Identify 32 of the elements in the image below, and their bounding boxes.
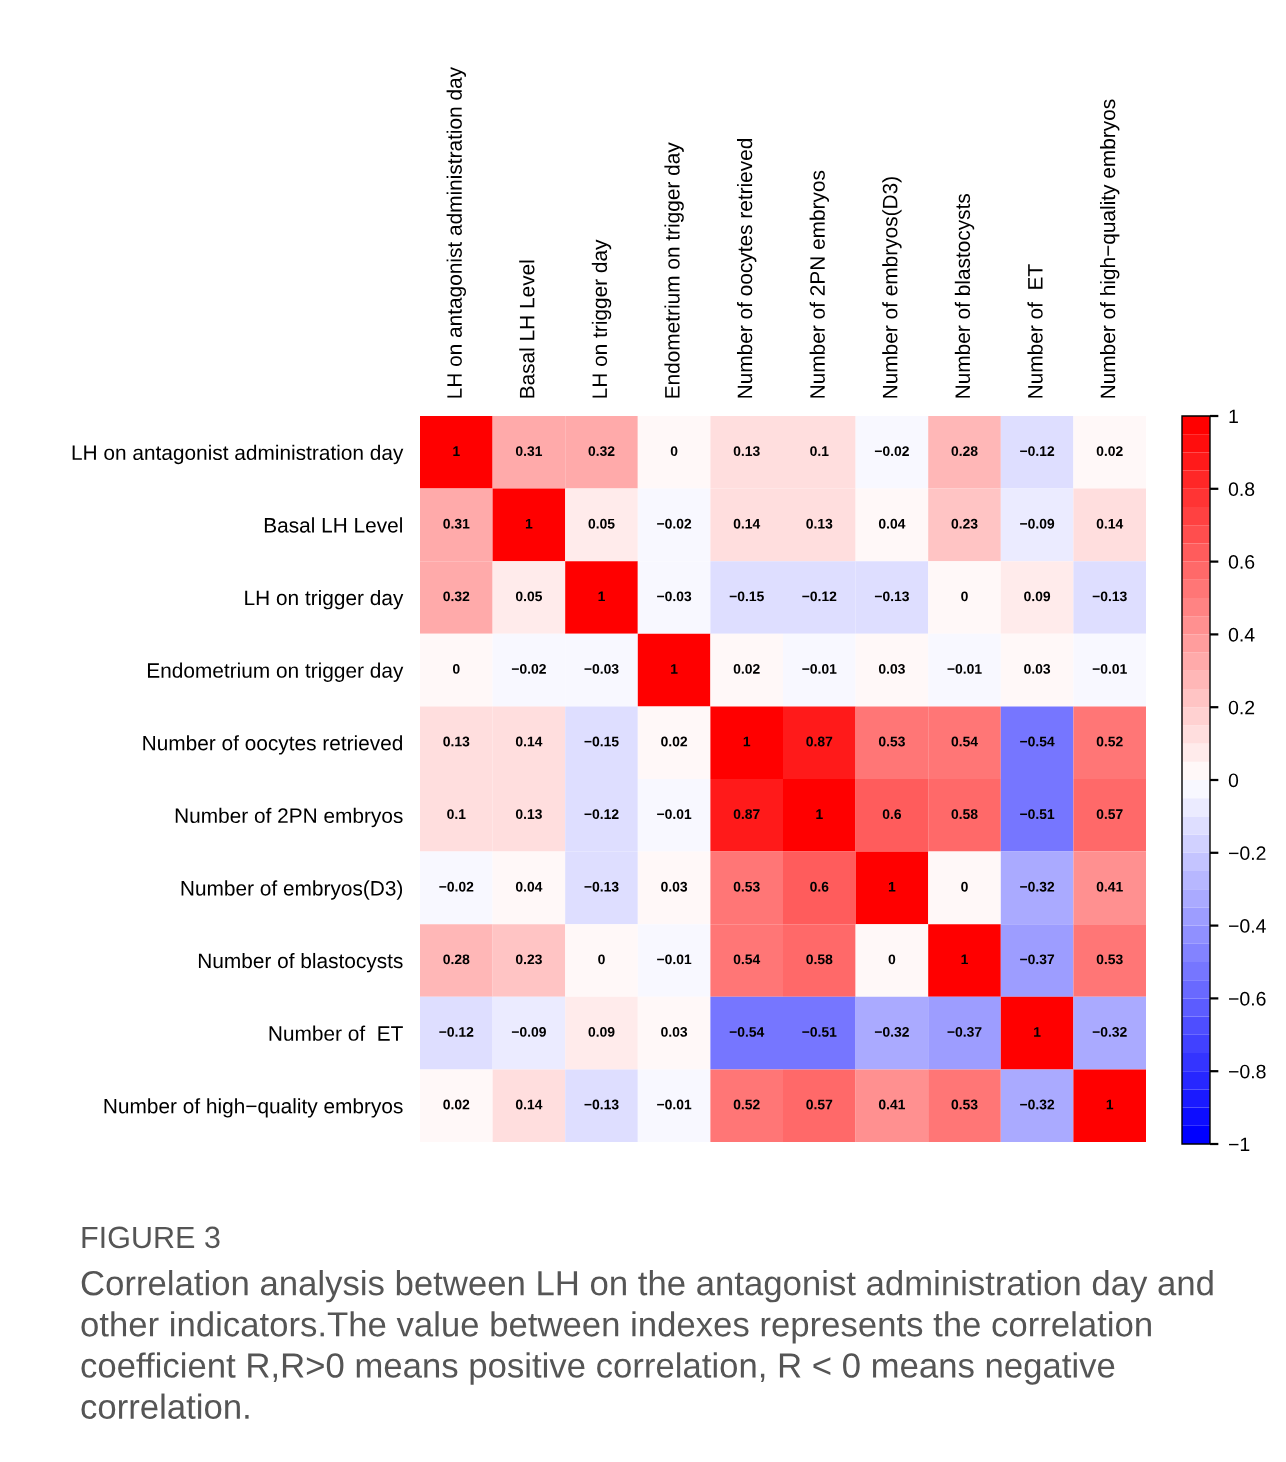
color-bar-label: −0.4 <box>1229 919 1266 933</box>
color-bar-label: −0.2 <box>1229 846 1266 861</box>
color-bar-label: 1 <box>1229 409 1238 424</box>
color-bar-label: 0.4 <box>1228 627 1255 642</box>
x-tick-label: Number of ET <box>1027 264 1043 398</box>
y-tick-label: LH on trigger day <box>245 589 404 610</box>
y-tick-label: Number of blastocysts <box>198 952 403 973</box>
x-tick-label: LH on trigger day <box>591 239 612 398</box>
x-tick-label: Number of high−quality embryos <box>1099 99 1120 398</box>
x-tick-label: Endometrium on trigger day <box>664 142 684 398</box>
color-bar-label: 0.2 <box>1228 700 1255 715</box>
color-bar-label: 0 <box>1228 773 1239 788</box>
color-bar-label: −0.8 <box>1229 1064 1266 1079</box>
color-bar-label: −0.6 <box>1229 991 1266 1006</box>
y-tick-label: Endometrium on trigger day <box>147 662 404 682</box>
y-tick-label: Number of embryos(D3) <box>181 880 403 900</box>
x-tick-label: Number of blastocysts <box>954 193 975 398</box>
x-tick-label: Number of 2PN embryos <box>809 170 830 398</box>
y-tick-label: Number of oocytes retrieved <box>143 735 403 755</box>
color-bar-label: 0.8 <box>1228 482 1255 497</box>
y-tick-label: Number of ET <box>269 1025 403 1041</box>
y-tick-label: LH on antagonist administration day <box>72 444 404 465</box>
color-bar-label: −1 <box>1229 1137 1250 1152</box>
y-tick-label: Number of high−quality embryos <box>104 1098 403 1118</box>
y-tick-label: Basal LH Level <box>264 517 402 533</box>
color-bar-label: 0.6 <box>1228 555 1255 569</box>
x-tick-label: Basal LH Level <box>519 260 535 398</box>
text: Correlation analysis between LH on the antagonist administration day and other indicators.The value between indexes represents the correlation coefficient R,R>0 means positive correlation, R < 0 means negative correlation. <box>81 1270 1213 1420</box>
x-tick-label: Number of embryos(D3) <box>882 177 902 398</box>
caption: FIGURE 3 <box>82 1226 220 1249</box>
y-tick-label: Number of 2PN embryos <box>175 807 403 828</box>
x-tick-label: Number of oocytes retrieved <box>736 138 757 398</box>
